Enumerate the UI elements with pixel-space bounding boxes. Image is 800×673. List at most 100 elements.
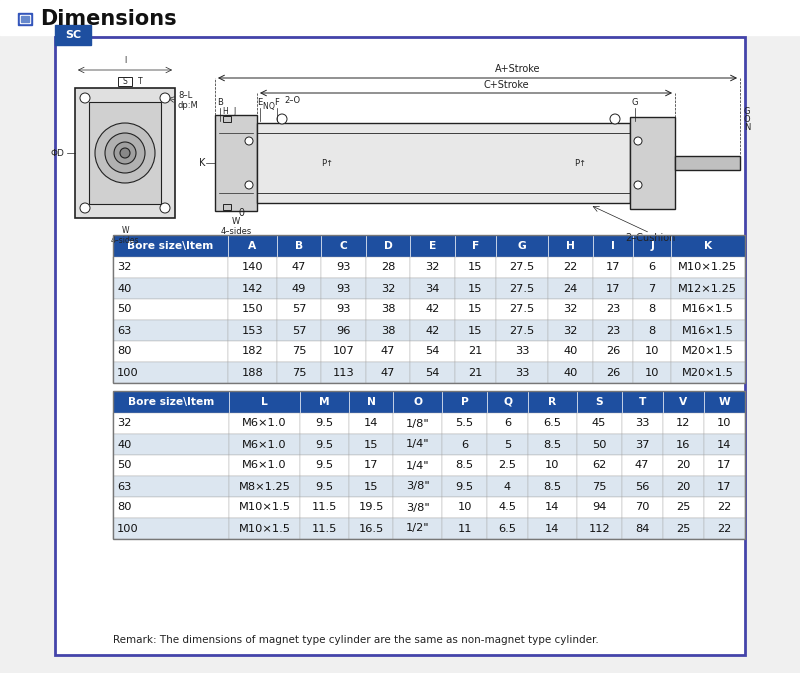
Bar [277, 341, 321, 362]
Text: 3/8": 3/8" [406, 503, 430, 513]
Bar [496, 362, 548, 383]
Bar [670, 257, 745, 278]
Bar [366, 320, 410, 341]
Text: 2–Cushion: 2–Cushion [625, 233, 675, 243]
Bar [496, 320, 548, 341]
Bar [487, 518, 528, 539]
Text: 40: 40 [563, 347, 578, 357]
Bar [455, 341, 496, 362]
Bar [55, 25, 91, 45]
Text: 4.5: 4.5 [498, 503, 517, 513]
Bar [21, 16, 29, 22]
Bar [455, 320, 496, 341]
Bar [675, 156, 740, 170]
Bar [228, 257, 277, 278]
Text: 40: 40 [563, 367, 578, 378]
Bar [630, 117, 675, 209]
Text: 6.5: 6.5 [498, 524, 517, 534]
Text: 42: 42 [426, 304, 440, 314]
Bar [410, 257, 455, 278]
Text: 10: 10 [645, 367, 659, 378]
Bar [300, 391, 349, 413]
Text: 1/2": 1/2" [406, 524, 430, 534]
Circle shape [105, 133, 145, 173]
Bar [113, 235, 228, 257]
Bar [321, 257, 366, 278]
Text: 26: 26 [606, 367, 620, 378]
Bar [228, 278, 277, 299]
Bar [113, 391, 229, 413]
Bar [442, 413, 487, 434]
Text: 47: 47 [381, 347, 395, 357]
Bar [662, 455, 704, 476]
Text: 8.5: 8.5 [455, 460, 474, 470]
Bar [455, 278, 496, 299]
Bar [300, 413, 349, 434]
Text: 8–L: 8–L [178, 91, 192, 100]
Text: 21: 21 [468, 347, 482, 357]
Text: 62: 62 [592, 460, 606, 470]
Text: 107: 107 [333, 347, 354, 357]
Bar [55, 37, 745, 655]
Text: 9.5: 9.5 [315, 481, 334, 491]
Bar [300, 476, 349, 497]
Bar [455, 362, 496, 383]
Text: P↑: P↑ [321, 159, 333, 168]
Bar [229, 413, 300, 434]
Bar [528, 434, 577, 455]
Text: 32: 32 [117, 262, 131, 273]
Bar [528, 391, 577, 413]
Bar [113, 299, 228, 320]
Text: 16.5: 16.5 [358, 524, 384, 534]
Text: 75: 75 [292, 367, 306, 378]
Text: P↑: P↑ [574, 159, 586, 168]
Text: 57: 57 [292, 326, 306, 336]
Text: 10: 10 [717, 419, 732, 429]
Circle shape [80, 203, 90, 213]
Text: 75: 75 [292, 347, 306, 357]
Text: 15: 15 [364, 481, 378, 491]
Text: G: G [632, 98, 638, 107]
Text: 54: 54 [426, 367, 440, 378]
Bar [662, 434, 704, 455]
Text: 27.5: 27.5 [510, 304, 534, 314]
Bar [442, 455, 487, 476]
Text: 6: 6 [649, 262, 656, 273]
Text: 150: 150 [242, 304, 263, 314]
Text: 50: 50 [117, 304, 131, 314]
Bar [487, 434, 528, 455]
Bar [593, 299, 634, 320]
Text: 6.5: 6.5 [543, 419, 562, 429]
Text: K: K [198, 158, 205, 168]
Circle shape [80, 93, 90, 103]
Bar [496, 278, 548, 299]
Bar [113, 257, 228, 278]
Text: 17: 17 [717, 481, 732, 491]
Bar [215, 115, 257, 211]
Bar [662, 391, 704, 413]
Bar [321, 341, 366, 362]
Circle shape [245, 137, 253, 145]
Bar [528, 476, 577, 497]
Text: M8×1.25: M8×1.25 [238, 481, 290, 491]
Circle shape [634, 137, 642, 145]
Bar [442, 391, 487, 413]
Text: 15: 15 [468, 262, 482, 273]
Text: M10×1.5: M10×1.5 [238, 524, 290, 534]
Bar [622, 413, 662, 434]
Text: 93: 93 [336, 262, 350, 273]
Text: T: T [138, 77, 142, 87]
Bar [113, 455, 229, 476]
Text: G: G [518, 241, 526, 251]
Bar [229, 497, 300, 518]
Bar [410, 278, 455, 299]
Bar [548, 320, 593, 341]
Bar [548, 341, 593, 362]
Text: W: W [122, 226, 129, 235]
Bar [277, 299, 321, 320]
Text: 14: 14 [546, 524, 559, 534]
Text: M20×1.5: M20×1.5 [682, 367, 734, 378]
Text: 153: 153 [242, 326, 263, 336]
Bar [670, 299, 745, 320]
Bar [366, 235, 410, 257]
